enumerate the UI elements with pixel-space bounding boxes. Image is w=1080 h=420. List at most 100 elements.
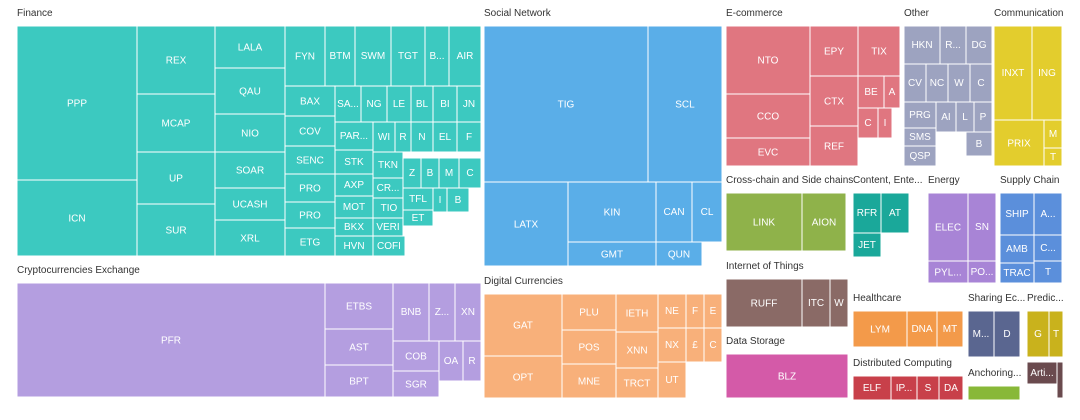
treemap-tile[interactable] <box>402 209 434 227</box>
treemap-tile[interactable] <box>903 145 937 167</box>
tile-label: QAU <box>239 87 261 98</box>
treemap-tile[interactable] <box>392 282 430 342</box>
treemap-tile[interactable] <box>903 101 937 129</box>
tile-label: SA... <box>337 99 359 110</box>
treemap-tile[interactable] <box>432 121 458 153</box>
treemap-tile[interactable] <box>965 131 993 157</box>
treemap-tile[interactable] <box>829 278 849 328</box>
treemap-tile[interactable] <box>446 187 470 213</box>
treemap-tile[interactable] <box>657 361 687 399</box>
treemap-tile[interactable] <box>214 151 286 189</box>
treemap-tile[interactable] <box>999 234 1035 264</box>
treemap-tile[interactable] <box>906 310 938 348</box>
treemap-tile[interactable] <box>965 25 993 65</box>
treemap-tile[interactable] <box>852 232 882 258</box>
treemap-tile[interactable] <box>993 25 1033 121</box>
treemap-tile[interactable] <box>809 125 859 167</box>
treemap-tile[interactable] <box>938 375 964 401</box>
treemap-tile[interactable] <box>483 355 563 399</box>
treemap-tile[interactable] <box>284 173 336 203</box>
tile-label: PRG <box>909 110 931 121</box>
treemap-tile[interactable] <box>880 192 910 234</box>
treemap-tile[interactable] <box>561 363 617 399</box>
treemap-tile[interactable] <box>691 181 723 243</box>
treemap-tile[interactable] <box>284 115 336 147</box>
tile-label: ETG <box>300 238 321 249</box>
treemap-tile[interactable] <box>655 241 703 267</box>
treemap-tile[interactable] <box>386 85 412 123</box>
tile-label: WI <box>378 132 390 143</box>
treemap-tile[interactable] <box>392 340 440 372</box>
treemap-tile[interactable] <box>890 375 918 401</box>
tile-label: C... <box>1040 243 1056 254</box>
treemap-tile[interactable] <box>1026 361 1058 385</box>
treemap-tile[interactable] <box>1048 310 1064 358</box>
treemap-tile[interactable] <box>647 25 723 183</box>
treemap-tile[interactable] <box>392 370 440 398</box>
treemap-tile[interactable] <box>334 85 362 123</box>
treemap-tile[interactable] <box>214 219 286 257</box>
tile-label: AST <box>349 343 368 354</box>
treemap-tile[interactable] <box>967 310 995 358</box>
treemap-tile[interactable] <box>993 119 1045 167</box>
treemap-tile[interactable] <box>456 121 482 153</box>
treemap-block[interactable] <box>967 385 1021 401</box>
treemap-tile[interactable] <box>284 85 336 117</box>
treemap-tile[interactable] <box>852 310 908 348</box>
treemap-tile[interactable] <box>136 25 216 95</box>
treemap-tile[interactable] <box>483 293 563 357</box>
treemap-tile[interactable] <box>939 25 967 65</box>
treemap-tile[interactable] <box>561 293 617 331</box>
tile-label: VERI <box>376 222 399 233</box>
treemap-tile[interactable] <box>483 181 569 267</box>
treemap-tile[interactable] <box>424 25 450 87</box>
treemap-tile[interactable] <box>1043 147 1063 167</box>
treemap-tile[interactable] <box>462 340 482 382</box>
treemap-tile[interactable] <box>809 75 859 127</box>
treemap-tile[interactable] <box>567 241 657 267</box>
treemap-tile[interactable] <box>993 310 1021 358</box>
treemap-tile[interactable] <box>877 107 893 139</box>
treemap-tile[interactable] <box>615 367 659 399</box>
treemap-tile[interactable] <box>390 25 426 87</box>
treemap-tile[interactable] <box>448 25 482 87</box>
treemap-tile[interactable] <box>1033 260 1063 284</box>
treemap-tile[interactable] <box>16 282 326 398</box>
treemap-tile[interactable] <box>615 293 659 333</box>
treemap-block[interactable] <box>1056 361 1064 399</box>
treemap-tile[interactable] <box>936 310 964 348</box>
treemap-tile[interactable] <box>725 25 811 95</box>
treemap-tile[interactable] <box>725 278 803 328</box>
treemap-tile[interactable] <box>725 93 811 139</box>
treemap-tile[interactable] <box>438 340 464 382</box>
treemap-tile[interactable] <box>967 192 997 262</box>
treemap-tile[interactable] <box>725 192 803 252</box>
treemap-tile[interactable] <box>324 25 356 87</box>
treemap-tile[interactable] <box>136 93 216 153</box>
treemap-tile[interactable] <box>372 235 406 257</box>
treemap-tile[interactable] <box>703 327 723 363</box>
treemap-tile[interactable] <box>725 353 849 399</box>
treemap-tile[interactable] <box>967 260 997 284</box>
treemap-tile[interactable] <box>16 179 138 257</box>
treemap-tile[interactable] <box>657 327 687 363</box>
treemap-tile[interactable] <box>483 25 649 183</box>
treemap-tile[interactable] <box>360 85 388 123</box>
treemap-tile[interactable] <box>284 227 336 257</box>
tile-label: LALA <box>238 43 263 54</box>
treemap-tile[interactable] <box>857 25 901 77</box>
treemap-tile[interactable] <box>16 25 138 181</box>
treemap-tile[interactable] <box>432 85 458 123</box>
treemap-tile[interactable] <box>458 157 482 189</box>
treemap-tile[interactable] <box>801 192 847 252</box>
group-sharing-ec: Sharing Ec... M... D <box>967 293 1025 358</box>
treemap-tile[interactable] <box>334 121 374 151</box>
treemap-tile[interactable] <box>927 192 969 262</box>
tile-label: MT <box>943 324 957 335</box>
treemap-tile[interactable] <box>136 203 216 257</box>
treemap-tile[interactable] <box>214 67 286 115</box>
treemap-tile[interactable] <box>801 278 831 328</box>
treemap-tile[interactable] <box>456 85 482 123</box>
treemap-tile[interactable] <box>1033 234 1063 262</box>
treemap-tile[interactable] <box>324 364 394 398</box>
